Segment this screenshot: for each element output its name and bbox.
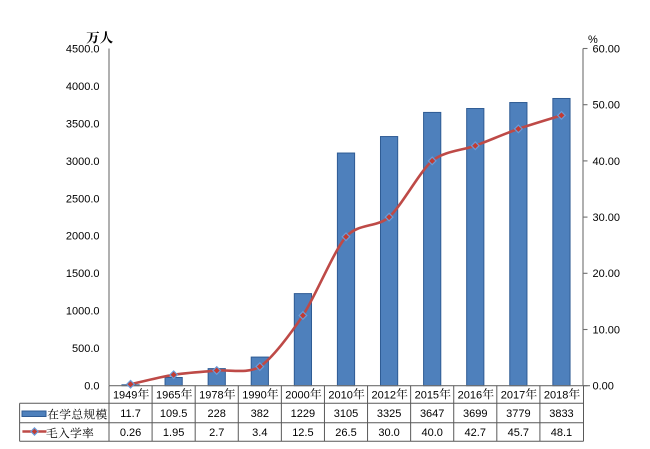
svg-text:50.00: 50.00 <box>593 100 621 112</box>
svg-text:10.00: 10.00 <box>593 324 621 336</box>
svg-text:3833: 3833 <box>549 408 573 420</box>
svg-text:40.0: 40.0 <box>421 427 442 439</box>
svg-text:0.0: 0.0 <box>84 381 99 393</box>
svg-text:3779: 3779 <box>506 408 530 420</box>
svg-text:1000.0: 1000.0 <box>66 306 100 318</box>
svg-text:48.1: 48.1 <box>551 427 572 439</box>
svg-text:2012: 2012 <box>371 389 395 401</box>
svg-text:2018: 2018 <box>544 389 568 401</box>
svg-text:2000.0: 2000.0 <box>66 231 100 243</box>
svg-text:4500.0: 4500.0 <box>66 43 100 55</box>
svg-text:11.7: 11.7 <box>120 408 141 420</box>
svg-text:20.00: 20.00 <box>593 268 621 280</box>
svg-text:228: 228 <box>208 408 226 420</box>
svg-text:30.0: 30.0 <box>378 427 399 439</box>
svg-text:3699: 3699 <box>463 408 487 420</box>
svg-text:0.00: 0.00 <box>593 381 614 393</box>
svg-text:1965: 1965 <box>156 389 180 401</box>
svg-text:1949: 1949 <box>113 389 137 401</box>
svg-text:382: 382 <box>251 408 269 420</box>
svg-text:1978: 1978 <box>199 389 223 401</box>
svg-text:0.26: 0.26 <box>120 427 141 439</box>
svg-text:40.00: 40.00 <box>593 156 621 168</box>
svg-text:4000.0: 4000.0 <box>66 81 100 93</box>
svg-text:2015: 2015 <box>415 389 439 401</box>
svg-text:2016: 2016 <box>458 389 482 401</box>
svg-text:1990: 1990 <box>242 389 266 401</box>
svg-text:2.7: 2.7 <box>209 427 224 439</box>
svg-text:%: % <box>588 34 598 46</box>
svg-text:3000.0: 3000.0 <box>66 156 100 168</box>
svg-text:60.00: 60.00 <box>593 43 621 55</box>
svg-text:2010: 2010 <box>328 389 352 401</box>
svg-text:500.0: 500.0 <box>72 343 100 355</box>
svg-text:109.5: 109.5 <box>160 408 188 420</box>
svg-text:1229: 1229 <box>291 408 315 420</box>
svg-text:1500.0: 1500.0 <box>66 268 100 280</box>
svg-text:2017: 2017 <box>501 389 525 401</box>
svg-text:12.5: 12.5 <box>292 427 313 439</box>
svg-text:45.7: 45.7 <box>508 427 529 439</box>
svg-text:2500.0: 2500.0 <box>66 193 100 205</box>
svg-text:26.5: 26.5 <box>335 427 356 439</box>
svg-text:1.95: 1.95 <box>163 427 184 439</box>
svg-text:30.00: 30.00 <box>593 212 621 224</box>
svg-text:42.7: 42.7 <box>465 427 486 439</box>
svg-text:3500.0: 3500.0 <box>66 118 100 130</box>
svg-text:3647: 3647 <box>420 408 444 420</box>
svg-text:2000: 2000 <box>285 389 309 401</box>
svg-text:3.4: 3.4 <box>252 427 267 439</box>
svg-text:3325: 3325 <box>377 408 401 420</box>
svg-text:3105: 3105 <box>334 408 358 420</box>
